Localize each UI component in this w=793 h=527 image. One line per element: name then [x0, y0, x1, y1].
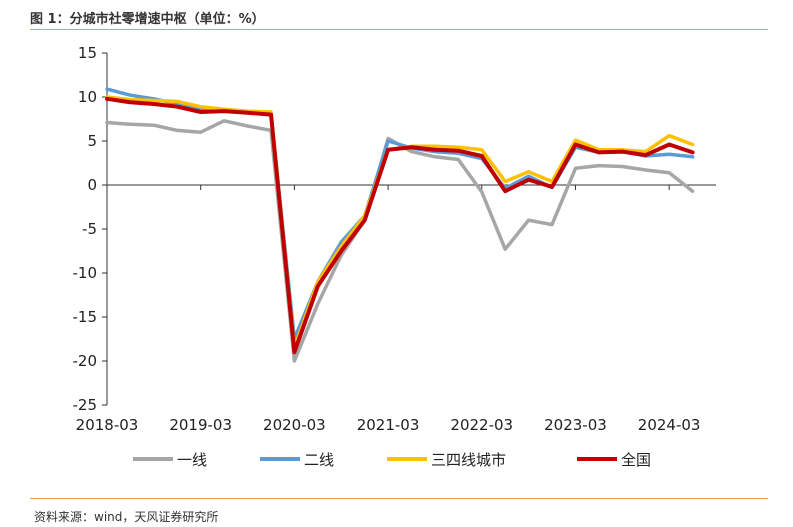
- x-tick-label: 2022-03: [450, 416, 513, 434]
- y-tick-label: 5: [87, 132, 97, 150]
- legend-label: 全国: [621, 451, 651, 469]
- series-line: [105, 95, 695, 350]
- x-tick-label: 2024-03: [638, 416, 701, 434]
- chart-axes: [102, 52, 716, 406]
- x-tick-label: 2020-03: [263, 416, 326, 434]
- footer-divider: [30, 498, 768, 499]
- legend-label: 一线: [177, 451, 207, 469]
- chart-title: 图 1：分城市社零增速中枢（单位：%）: [30, 12, 265, 27]
- y-tick-label: -5: [82, 220, 97, 238]
- x-tick-label: 2018-03: [76, 416, 139, 434]
- series-line: [105, 87, 695, 341]
- y-tick-label: -25: [73, 396, 98, 414]
- source-note: 资料来源：wind，天风证券研究所: [34, 510, 219, 524]
- legend: 一线 二线 三四线城市 全国: [133, 451, 651, 469]
- y-tick-label: -15: [73, 308, 98, 326]
- y-tick-label: -10: [73, 264, 98, 282]
- tick-labels: 15 10 5 0 -5 -10 -15 -20 -25 2018-03 2019-03 2020-0…: [73, 44, 701, 434]
- y-tick-label: 10: [78, 88, 97, 106]
- series-lines: [105, 87, 695, 363]
- x-tick-label: 2019-03: [169, 416, 232, 434]
- line-chart: 15 10 5 0 -5 -10 -15 -20 -25 2018-03 2019-03 2020-0…: [73, 44, 716, 469]
- y-tick-label: 0: [87, 176, 97, 194]
- series-line: [105, 96, 695, 355]
- legend-label: 二线: [304, 451, 334, 469]
- title-divider: [30, 29, 768, 30]
- y-tick-label: -20: [73, 352, 98, 370]
- series-line: [105, 119, 695, 363]
- legend-label: 三四线城市: [431, 451, 506, 469]
- y-tick-label: 15: [78, 44, 97, 62]
- x-tick-label: 2023-03: [544, 416, 607, 434]
- x-tick-label: 2021-03: [357, 416, 420, 434]
